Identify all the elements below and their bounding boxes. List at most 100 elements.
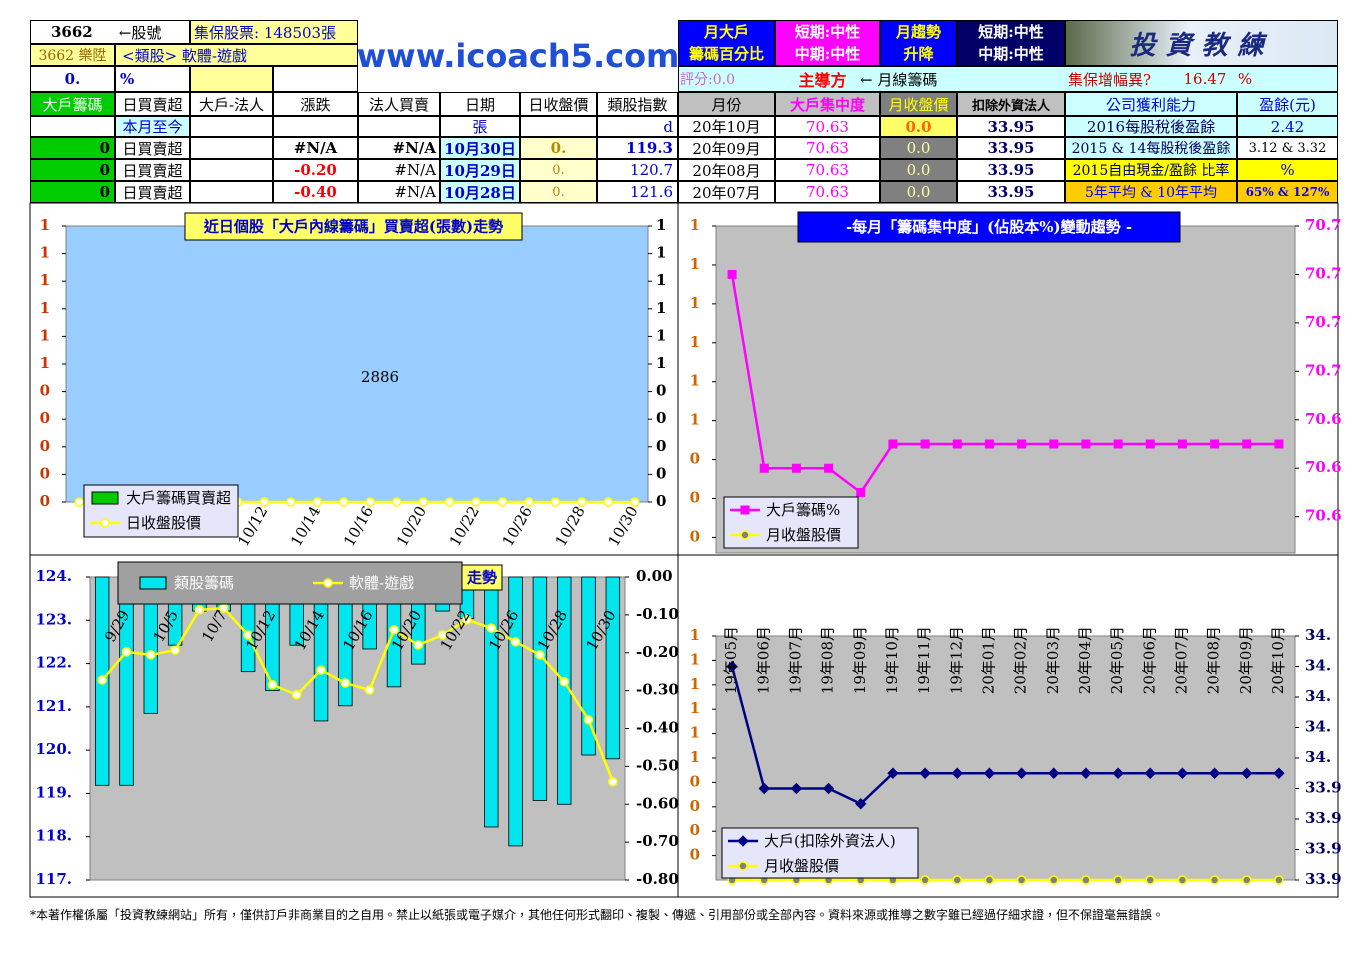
x-tick-label: 19年11月 bbox=[915, 626, 933, 694]
table-cell: 20年09月 bbox=[678, 137, 775, 159]
table-cell: 20年08月 bbox=[678, 159, 775, 181]
table-cell: 0.0 bbox=[880, 159, 957, 181]
line bbox=[730, 274, 1279, 495]
marker bbox=[146, 650, 156, 660]
column-header: 類股指數 bbox=[597, 92, 678, 116]
tick-label: 0 bbox=[690, 489, 700, 507]
table-cell: 日買賣超 bbox=[115, 181, 190, 203]
x-tick-label: 19年09月 bbox=[851, 626, 869, 694]
table-cell: 33.95 bbox=[957, 181, 1065, 203]
x-tick-label: 20年04月 bbox=[1076, 626, 1094, 694]
table-cell: 10月29日 bbox=[440, 159, 520, 181]
x-tick-label: 20年06月 bbox=[1140, 626, 1158, 694]
table-cell: 2015 & 14每股稅後盈餘 bbox=[1065, 137, 1237, 159]
tick-label: 0 bbox=[656, 437, 666, 455]
tick-label: 70.7 bbox=[1305, 216, 1342, 234]
marker bbox=[952, 875, 962, 885]
pct-value: 0. bbox=[30, 66, 115, 92]
marker bbox=[1144, 767, 1156, 779]
tick-label: 1 bbox=[690, 675, 700, 693]
marker bbox=[983, 767, 996, 779]
table-cell: d bbox=[597, 116, 678, 137]
x-tick-label: 19年05月 bbox=[722, 626, 740, 694]
marker bbox=[1145, 875, 1155, 885]
marker bbox=[312, 497, 323, 507]
table-cell: #N/A bbox=[273, 137, 358, 159]
table-cell: -0.40 bbox=[273, 181, 358, 203]
table-cell: 2.42 bbox=[1237, 116, 1338, 137]
marker bbox=[603, 497, 614, 507]
blank-cell bbox=[273, 66, 358, 92]
marker bbox=[100, 518, 110, 528]
marker bbox=[1049, 439, 1059, 449]
marker bbox=[1242, 875, 1252, 885]
tick-label: 1 bbox=[40, 271, 50, 289]
marker bbox=[1049, 875, 1059, 885]
annotation: 2886 bbox=[361, 368, 399, 386]
tick-label: 1 bbox=[656, 216, 666, 234]
tick-label: -0.20 bbox=[636, 643, 679, 661]
table-cell: 120.7 bbox=[597, 159, 678, 181]
monthly-trend: 月趨勢 bbox=[895, 23, 941, 41]
marker bbox=[737, 835, 749, 847]
tick-label: 118. bbox=[35, 827, 72, 845]
marker bbox=[759, 463, 769, 473]
tick-label: 0 bbox=[656, 409, 666, 427]
table-cell: 10月30日 bbox=[440, 137, 520, 159]
marker bbox=[413, 640, 424, 650]
tick-label: 33.9 bbox=[1305, 809, 1342, 827]
score-row bbox=[678, 66, 1338, 92]
legend-label: 軟體-遊戲 bbox=[349, 574, 414, 592]
tick-label: 0 bbox=[690, 772, 700, 790]
marker bbox=[497, 497, 508, 507]
legend-swatch bbox=[91, 491, 119, 505]
marker bbox=[486, 623, 496, 633]
marker bbox=[1177, 439, 1187, 449]
marker bbox=[74, 497, 84, 507]
marker bbox=[740, 530, 750, 540]
table-cell: 張 bbox=[440, 116, 520, 137]
term-cell: 短期:中性 中期:中性 bbox=[775, 20, 880, 66]
marker bbox=[389, 625, 399, 635]
marker bbox=[1015, 767, 1028, 779]
tick-label: 124. bbox=[35, 567, 72, 585]
tick-label: -0.30 bbox=[636, 681, 679, 699]
marker bbox=[727, 269, 737, 279]
stock-name: 3662 樂陞 bbox=[30, 44, 115, 66]
short-term: 短期:中性 bbox=[794, 23, 861, 41]
tick-label: 0 bbox=[656, 464, 666, 482]
legend-label: 月收盤股價 bbox=[766, 526, 841, 544]
tick-label: 1 bbox=[656, 244, 666, 262]
table-cell bbox=[520, 116, 597, 137]
tick-label: 34. bbox=[1305, 657, 1331, 675]
x-tick-label: 20年01月 bbox=[979, 626, 997, 694]
chart-title: 走勢 bbox=[467, 569, 497, 587]
holder-growth: 16.47 bbox=[1183, 70, 1227, 88]
tick-label: 0 bbox=[40, 409, 50, 427]
marker bbox=[1080, 767, 1092, 779]
table-cell: 33.95 bbox=[957, 116, 1065, 137]
tick-label: 70.6 bbox=[1305, 507, 1342, 525]
table-cell: 70.63 bbox=[775, 159, 880, 181]
stock-code: 3662 bbox=[51, 23, 93, 41]
monthly-chip: ← 月線籌碼 bbox=[860, 70, 938, 89]
marker bbox=[1017, 439, 1027, 449]
marker bbox=[608, 776, 618, 787]
table-cell: 33.95 bbox=[957, 159, 1065, 181]
table-cell: 日買賣超 bbox=[115, 159, 190, 181]
marker bbox=[437, 630, 448, 640]
legend-label: 月收盤股價 bbox=[764, 857, 839, 875]
tick-label: 1 bbox=[690, 294, 700, 312]
rise-fall: 升降 bbox=[903, 45, 934, 63]
bar bbox=[581, 576, 596, 756]
tick-label: 1 bbox=[690, 255, 700, 273]
marker bbox=[630, 497, 640, 507]
marker bbox=[984, 875, 995, 885]
legend-swatch bbox=[139, 576, 167, 590]
tick-label: 121. bbox=[35, 697, 72, 715]
marker bbox=[1273, 767, 1285, 779]
tick-label: -0.50 bbox=[636, 756, 679, 774]
table-cell: 20年10月 bbox=[678, 116, 775, 137]
mid-term: 中期:中性 bbox=[978, 45, 1044, 63]
